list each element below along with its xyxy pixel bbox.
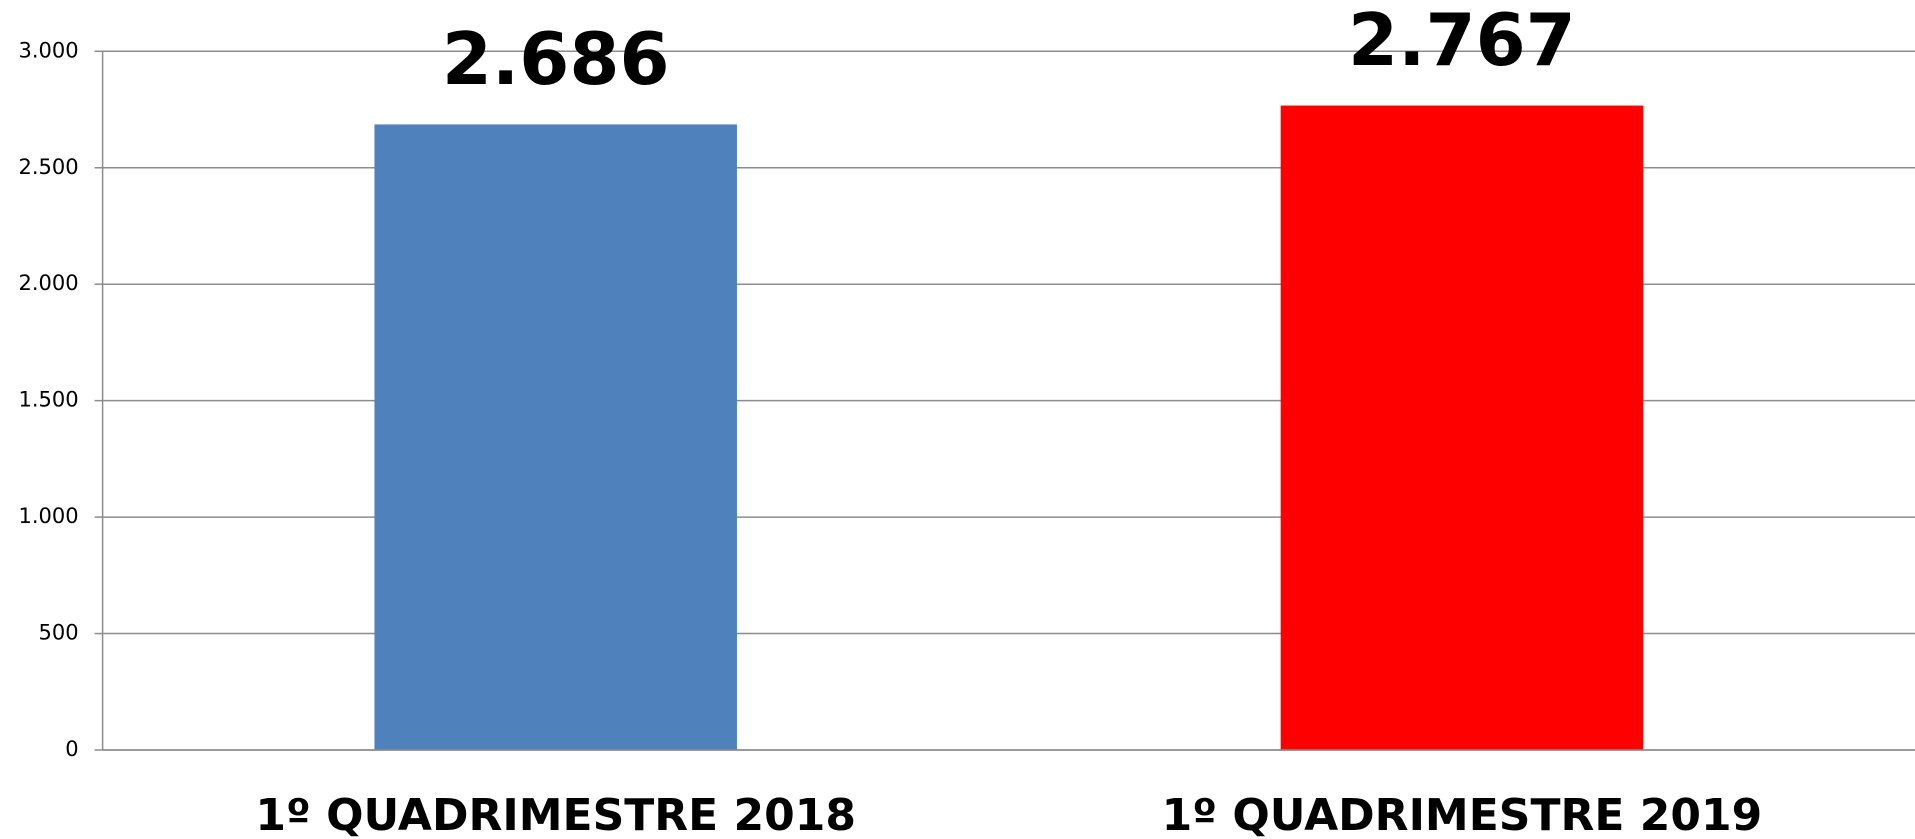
y-tick-label: 2.500: [18, 155, 78, 179]
value-label: 2.767: [1348, 0, 1576, 82]
y-tick-label: 2.000: [18, 271, 78, 295]
y-tick-label: 1.000: [18, 504, 78, 528]
bar: [374, 124, 737, 750]
value-label: 2.686: [442, 17, 670, 101]
x-tick-label: 1º QUADRIMESTRE 2019: [1162, 790, 1763, 839]
y-tick-label: 3.000: [18, 38, 78, 62]
x-tick-label: 1º QUADRIMESTRE 2018: [255, 790, 856, 839]
y-tick-label: 0: [65, 737, 78, 761]
y-tick-label: 500: [39, 621, 79, 645]
bar: [1280, 105, 1644, 751]
y-tick-label: 1.500: [18, 388, 78, 412]
